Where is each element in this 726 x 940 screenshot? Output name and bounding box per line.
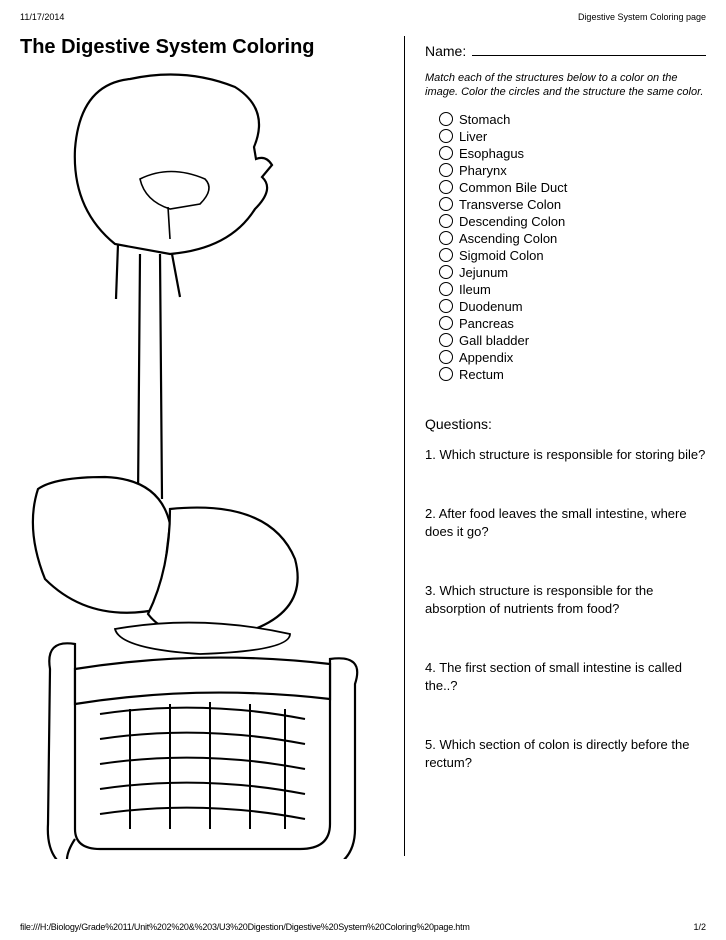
- structure-label: Appendix: [459, 350, 513, 365]
- color-circle[interactable]: [439, 367, 453, 381]
- print-footer: file:///H:/Biology/Grade%2011/Unit%202%2…: [20, 922, 706, 932]
- color-circle[interactable]: [439, 316, 453, 330]
- color-circle[interactable]: [439, 231, 453, 245]
- question-item: 1. Which structure is responsible for st…: [425, 446, 706, 464]
- header-doc-title: Digestive System Coloring page: [578, 12, 706, 22]
- instructions-text: Match each of the structures below to a …: [425, 71, 706, 100]
- page-title: The Digestive System Coloring: [20, 36, 390, 59]
- color-circle[interactable]: [439, 350, 453, 364]
- print-header: 11/17/2014 Digestive System Coloring pag…: [20, 12, 706, 22]
- footer-page: 1/2: [693, 922, 706, 932]
- structure-item: Ileum: [439, 282, 706, 297]
- structure-label: Rectum: [459, 367, 504, 382]
- question-item: 4. The first section of small intestine …: [425, 659, 706, 694]
- footer-path: file:///H:/Biology/Grade%2011/Unit%202%2…: [20, 922, 470, 932]
- color-circle[interactable]: [439, 163, 453, 177]
- vertical-divider: [404, 36, 405, 856]
- digestive-diagram: [20, 69, 380, 859]
- questions-block: 1. Which structure is responsible for st…: [425, 446, 706, 772]
- structure-label: Esophagus: [459, 146, 524, 161]
- color-circle[interactable]: [439, 265, 453, 279]
- structure-label: Descending Colon: [459, 214, 565, 229]
- color-circle[interactable]: [439, 146, 453, 160]
- structure-item: Pharynx: [439, 163, 706, 178]
- structure-label: Stomach: [459, 112, 510, 127]
- color-circle[interactable]: [439, 112, 453, 126]
- structure-label: Gall bladder: [459, 333, 529, 348]
- structure-item: Pancreas: [439, 316, 706, 331]
- structure-item: Jejunum: [439, 265, 706, 280]
- structure-item: Transverse Colon: [439, 197, 706, 212]
- structure-label: Sigmoid Colon: [459, 248, 544, 263]
- name-input-line[interactable]: [472, 42, 706, 56]
- structure-item: Stomach: [439, 112, 706, 127]
- color-circle[interactable]: [439, 214, 453, 228]
- color-circle[interactable]: [439, 282, 453, 296]
- color-circle[interactable]: [439, 248, 453, 262]
- header-date: 11/17/2014: [20, 12, 64, 22]
- structure-label: Jejunum: [459, 265, 508, 280]
- structure-item: Rectum: [439, 367, 706, 382]
- structure-label: Liver: [459, 129, 487, 144]
- right-column: Name: Match each of the structures below…: [425, 36, 706, 859]
- structure-item: Duodenum: [439, 299, 706, 314]
- name-field-row: Name:: [425, 42, 706, 59]
- structure-item: Ascending Colon: [439, 231, 706, 246]
- structure-item: Common Bile Duct: [439, 180, 706, 195]
- structure-label: Pharynx: [459, 163, 507, 178]
- structure-item: Liver: [439, 129, 706, 144]
- color-circle[interactable]: [439, 180, 453, 194]
- structure-label: Transverse Colon: [459, 197, 561, 212]
- color-circle[interactable]: [439, 299, 453, 313]
- question-item: 5. Which section of colon is directly be…: [425, 736, 706, 771]
- color-circle[interactable]: [439, 333, 453, 347]
- structure-label: Pancreas: [459, 316, 514, 331]
- structure-item: Gall bladder: [439, 333, 706, 348]
- name-label: Name:: [425, 43, 466, 59]
- diagram-svg: [20, 69, 380, 859]
- question-item: 3. Which structure is responsible for th…: [425, 582, 706, 617]
- structure-label: Ileum: [459, 282, 491, 297]
- structure-item: Esophagus: [439, 146, 706, 161]
- question-item: 2. After food leaves the small intestine…: [425, 505, 706, 540]
- structure-item: Appendix: [439, 350, 706, 365]
- structure-label: Common Bile Duct: [459, 180, 567, 195]
- structure-item: Descending Colon: [439, 214, 706, 229]
- color-circle[interactable]: [439, 129, 453, 143]
- left-column: The Digestive System Coloring: [20, 36, 390, 859]
- structure-item: Sigmoid Colon: [439, 248, 706, 263]
- color-circle[interactable]: [439, 197, 453, 211]
- structure-list: Stomach Liver Esophagus Pharynx Common Bile …: [439, 112, 706, 382]
- structure-label: Ascending Colon: [459, 231, 557, 246]
- main-content: The Digestive System Coloring: [20, 36, 706, 859]
- structure-label: Duodenum: [459, 299, 523, 314]
- questions-header: Questions:: [425, 416, 706, 432]
